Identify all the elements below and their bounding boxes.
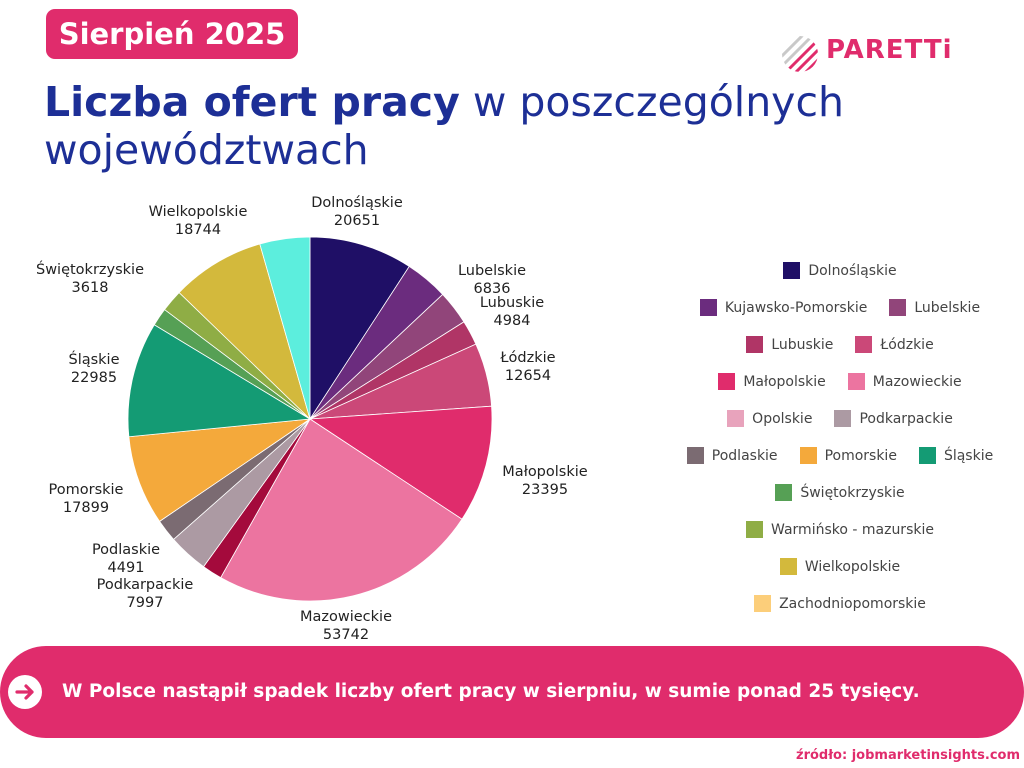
legend-row: Wielkopolskie — [660, 548, 1020, 585]
data-label-malopolskie: Małopolskie 23395 — [502, 464, 587, 498]
legend-swatch — [746, 336, 764, 353]
chart-legend: Dolnośląskie Kujawsko-Pomorskie Lubelskie L… — [660, 252, 1020, 622]
pie-slice-mazowieckie — [220, 418, 463, 602]
data-label-swietokrzyskie: Świętokrzyskie 3618 — [36, 260, 144, 296]
legend-swatch — [799, 447, 817, 464]
data-label-pomorskie: Pomorskie 17899 — [49, 482, 124, 516]
legend-swatch — [918, 447, 936, 464]
legend-label: Warmińsko - mazurskie — [771, 521, 934, 538]
pie-slice-zachodniopomorskie — [259, 236, 311, 420]
pie-slice-dolnoslaskie — [309, 236, 410, 421]
legend-row: Małopolskie Mazowieckie — [660, 363, 1020, 400]
legend-item-slaskie: Śląskie — [918, 447, 994, 464]
page-title-bold: Liczba ofert pracy — [44, 78, 460, 126]
legend-row: Kujawsko-Pomorskie Lubelskie — [660, 289, 1020, 326]
legend-label: Podkarpackie — [859, 410, 953, 427]
legend-swatch — [783, 262, 801, 279]
pie-slice-wielkopolskie — [178, 243, 311, 421]
legend-row: Podlaskie Pomorskie Śląskie — [660, 437, 1020, 474]
summary-text: W Polsce nastąpił spadek liczby ofert pr… — [62, 681, 920, 702]
legend-label: Lubuskie — [771, 336, 834, 353]
legend-swatch — [686, 447, 704, 464]
legend-item-podlaskie: Podlaskie — [686, 447, 778, 464]
legend-label: Świętokrzyskie — [800, 484, 905, 501]
legend-item-kujawsko-pomorskie: Kujawsko-Pomorskie — [699, 299, 868, 316]
paretti-logo-icon — [782, 36, 818, 72]
legend-item-zachodniopomorskie: Zachodniopomorskie — [754, 595, 926, 612]
legend-item-mazowieckie: Mazowieckie — [847, 373, 962, 390]
data-label-podlaskie: Podlaskie 4491 — [92, 542, 160, 576]
legend-item-wielkopolskie: Wielkopolskie — [779, 558, 901, 575]
legend-item-lodzkie: Łódzkie — [855, 336, 934, 353]
data-label-wielkopolskie: Wielkopolskie 18744 — [149, 204, 248, 238]
legend-swatch — [727, 410, 745, 427]
pie-slice-malopolskie — [308, 405, 493, 520]
legend-label: Lubelskie — [914, 299, 981, 316]
arrow-right-icon — [8, 675, 42, 709]
summary-banner: W Polsce nastąpił spadek liczby ofert pr… — [0, 646, 1024, 738]
legend-row: Opolskie Podkarpackie — [660, 400, 1020, 437]
logo-text: PARETTi — [826, 35, 953, 65]
legend-row: Świętokrzyskie — [660, 474, 1020, 511]
legend-label: Opolskie — [752, 410, 813, 427]
legend-swatch — [775, 484, 793, 501]
data-label-lubelskie: Lubelskie 6836 — [458, 263, 526, 297]
legend-label: Śląskie — [943, 447, 994, 464]
legend-label: Łódzkie — [880, 336, 934, 353]
legend-item-swietokrzyskie: Świętokrzyskie — [775, 484, 905, 501]
legend-item-podkarpackie: Podkarpackie — [834, 410, 953, 427]
legend-swatch — [834, 410, 852, 427]
data-label-lodzkie: Łódzkie 12654 — [499, 350, 555, 384]
legend-item-dolnoslaskie: Dolnośląskie — [783, 262, 897, 279]
legend-row: Lubuskie Łódzkie — [660, 326, 1020, 363]
legend-swatch — [699, 299, 717, 316]
legend-item-lubuskie: Lubuskie — [746, 336, 833, 353]
data-label-mazowieckie: Mazowieckie 53742 — [300, 609, 392, 643]
legend-label: Dolnośląskie — [808, 262, 897, 279]
legend-swatch — [847, 373, 865, 390]
legend-label: Kujawsko-Pomorskie — [724, 299, 868, 316]
legend-label: Pomorskie — [824, 447, 897, 464]
pie-slice-pomorskie — [128, 418, 311, 522]
legend-item-pomorskie: Pomorskie — [799, 447, 897, 464]
data-label-dolnoslaskie: Dolnośląskie 20651 — [311, 195, 403, 229]
legend-row: Dolnośląskie — [660, 252, 1020, 289]
legend-item-lubelskie: Lubelskie — [889, 299, 980, 316]
legend-swatch — [754, 595, 772, 612]
legend-row: Zachodniopomorskie — [660, 585, 1020, 622]
legend-item-opolskie: Opolskie — [727, 410, 812, 427]
data-label-podkarpackie: Podkarpackie 7997 — [97, 577, 194, 611]
legend-label: Małopolskie — [743, 373, 826, 390]
paretti-logo: PARETTi — [780, 34, 980, 74]
legend-item-malopolskie: Małopolskie — [718, 373, 826, 390]
data-label-slaskie: Śląskie 22985 — [68, 350, 119, 386]
legend-swatch — [718, 373, 736, 390]
page-title: Liczba ofert pracy w poszczególnych woje… — [44, 78, 864, 174]
legend-item-warminsko-mazurskie: Warmińsko - mazurskie — [746, 521, 934, 538]
legend-label: Podlaskie — [711, 447, 778, 464]
legend-label: Zachodniopomorskie — [779, 595, 926, 612]
source-note: źródło: jobmarketinsights.com — [796, 748, 1020, 763]
legend-swatch — [855, 336, 873, 353]
month-badge: Sierpień 2025 — [46, 9, 298, 59]
legend-swatch — [889, 299, 907, 316]
legend-row: Warmińsko - mazurskie — [660, 511, 1020, 548]
legend-swatch — [746, 521, 764, 538]
legend-label: Mazowieckie — [872, 373, 962, 390]
legend-label: Wielkopolskie — [804, 558, 901, 575]
data-label-lubuskie: Lubuskie 4984 — [480, 295, 544, 329]
page-title-rest: w poszczególnych województwach — [44, 78, 844, 174]
legend-swatch — [779, 558, 797, 575]
pie-slice-slaskie — [127, 324, 312, 438]
